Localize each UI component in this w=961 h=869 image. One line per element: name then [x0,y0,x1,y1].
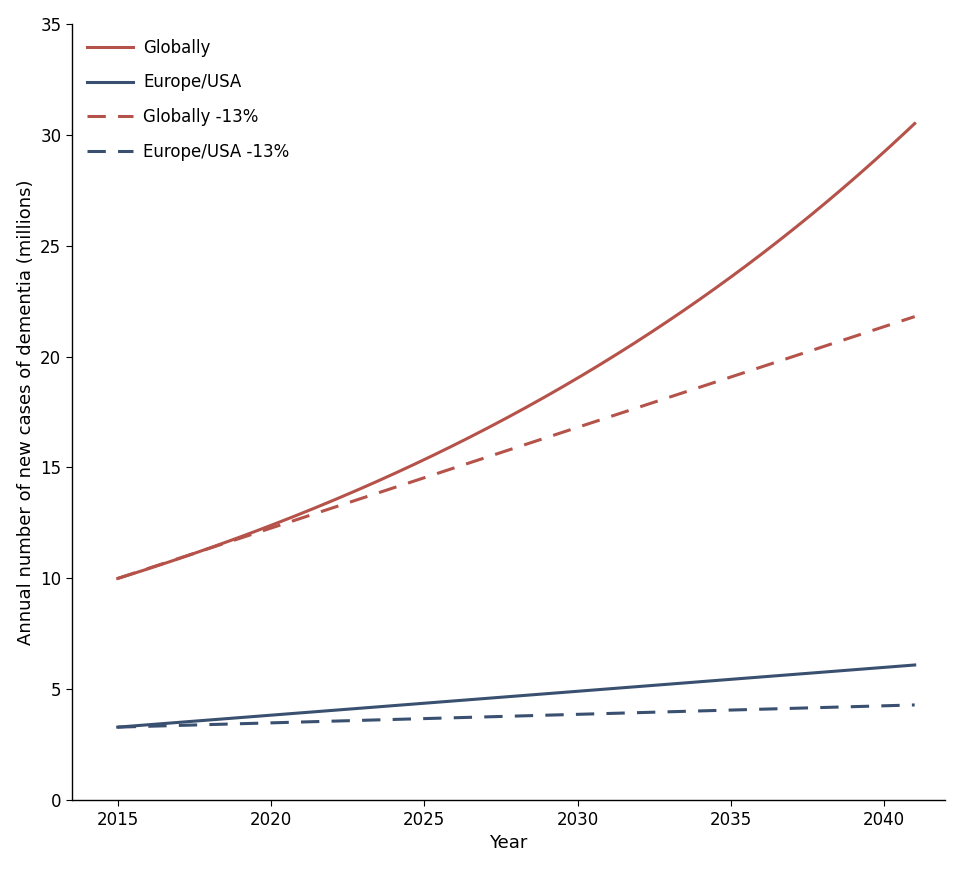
Europe/USA -13% [111,722,123,733]
Globally -13% [833,336,845,347]
Europe/USA -13% [833,702,845,713]
Line: Europe/USA -13%: Europe/USA -13% [117,705,914,727]
Europe/USA [111,722,123,733]
Globally [908,118,920,129]
Globally -13% [908,311,920,322]
Europe/USA [833,666,845,676]
Europe/USA [114,722,126,733]
Line: Globally -13%: Globally -13% [117,316,914,579]
Legend: Globally, Europe/USA, Globally -13%, Europe/USA -13%: Globally, Europe/USA, Globally -13%, Eur… [80,32,296,168]
Europe/USA -13% [599,708,610,719]
Line: Globally: Globally [117,123,914,579]
Europe/USA -13% [114,722,126,733]
Globally [586,364,598,375]
Y-axis label: Annual number of new cases of dementia (millions): Annual number of new cases of dementia (… [16,179,35,645]
Europe/USA -13% [783,703,795,713]
Europe/USA -13% [908,700,920,710]
X-axis label: Year: Year [489,834,528,852]
Europe/USA [783,669,795,680]
Europe/USA [583,685,595,695]
Globally -13% [111,574,123,584]
Globally -13% [783,353,795,363]
Globally [833,185,845,196]
Globally [583,366,595,376]
Globally -13% [114,573,126,583]
Europe/USA [586,685,598,695]
Line: Europe/USA: Europe/USA [117,665,914,727]
Globally [599,356,610,367]
Europe/USA [599,684,610,694]
Globally [114,573,126,583]
Globally [783,227,795,237]
Europe/USA -13% [586,709,598,720]
Globally [111,574,123,584]
Europe/USA [908,660,920,670]
Globally -13% [586,417,598,428]
Globally -13% [599,413,610,423]
Globally -13% [583,418,595,428]
Europe/USA -13% [583,709,595,720]
